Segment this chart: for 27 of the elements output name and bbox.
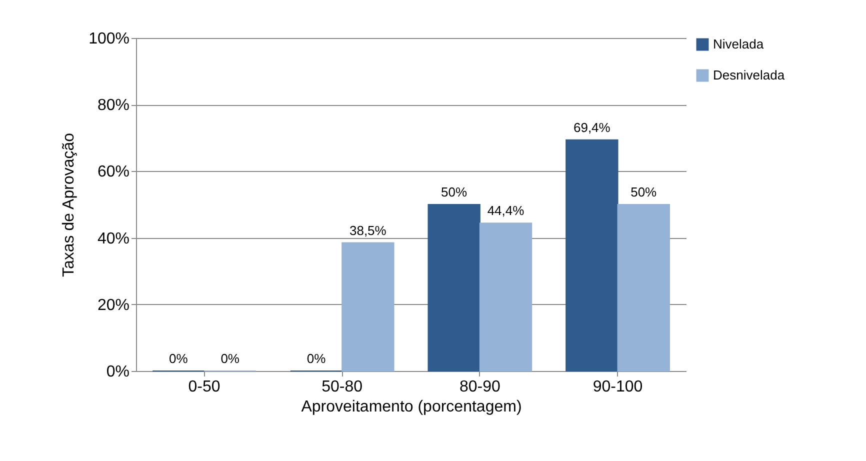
legend-label: Desnivelada [713, 68, 786, 82]
bar [617, 204, 670, 372]
legend-label: Nivelada [713, 36, 764, 52]
x-tick-label: 0-50 [188, 378, 220, 396]
x-tick-label: 50-80 [322, 378, 363, 396]
x-tick-label: 90-100 [592, 378, 643, 396]
x-axis-title: Aproveitamento (porcentagem) [301, 398, 522, 416]
bar [428, 204, 480, 372]
data-label: 50% [630, 184, 658, 200]
x-tick-label: 80-90 [459, 378, 500, 396]
data-label: 69,4% [573, 120, 611, 135]
data-label: 0% [306, 351, 326, 366]
y-axis-title: Taxas de Aprovação [60, 132, 78, 278]
y-tick-label: 40% [97, 230, 130, 248]
y-tick-label: 20% [97, 296, 130, 314]
bar [566, 139, 618, 372]
y-tick-label: 60% [97, 164, 130, 181]
data-label: 0% [220, 351, 240, 366]
data-label: 50% [441, 184, 468, 200]
data-label: 44,4% [487, 203, 525, 218]
y-tick-label: 0% [106, 364, 130, 380]
data-label: 38,5% [349, 222, 387, 238]
y-tick-label: 100% [88, 30, 130, 48]
bar [342, 242, 394, 372]
data-label: 0% [168, 351, 188, 366]
y-tick-label: 80% [97, 97, 130, 114]
bar [479, 222, 532, 372]
